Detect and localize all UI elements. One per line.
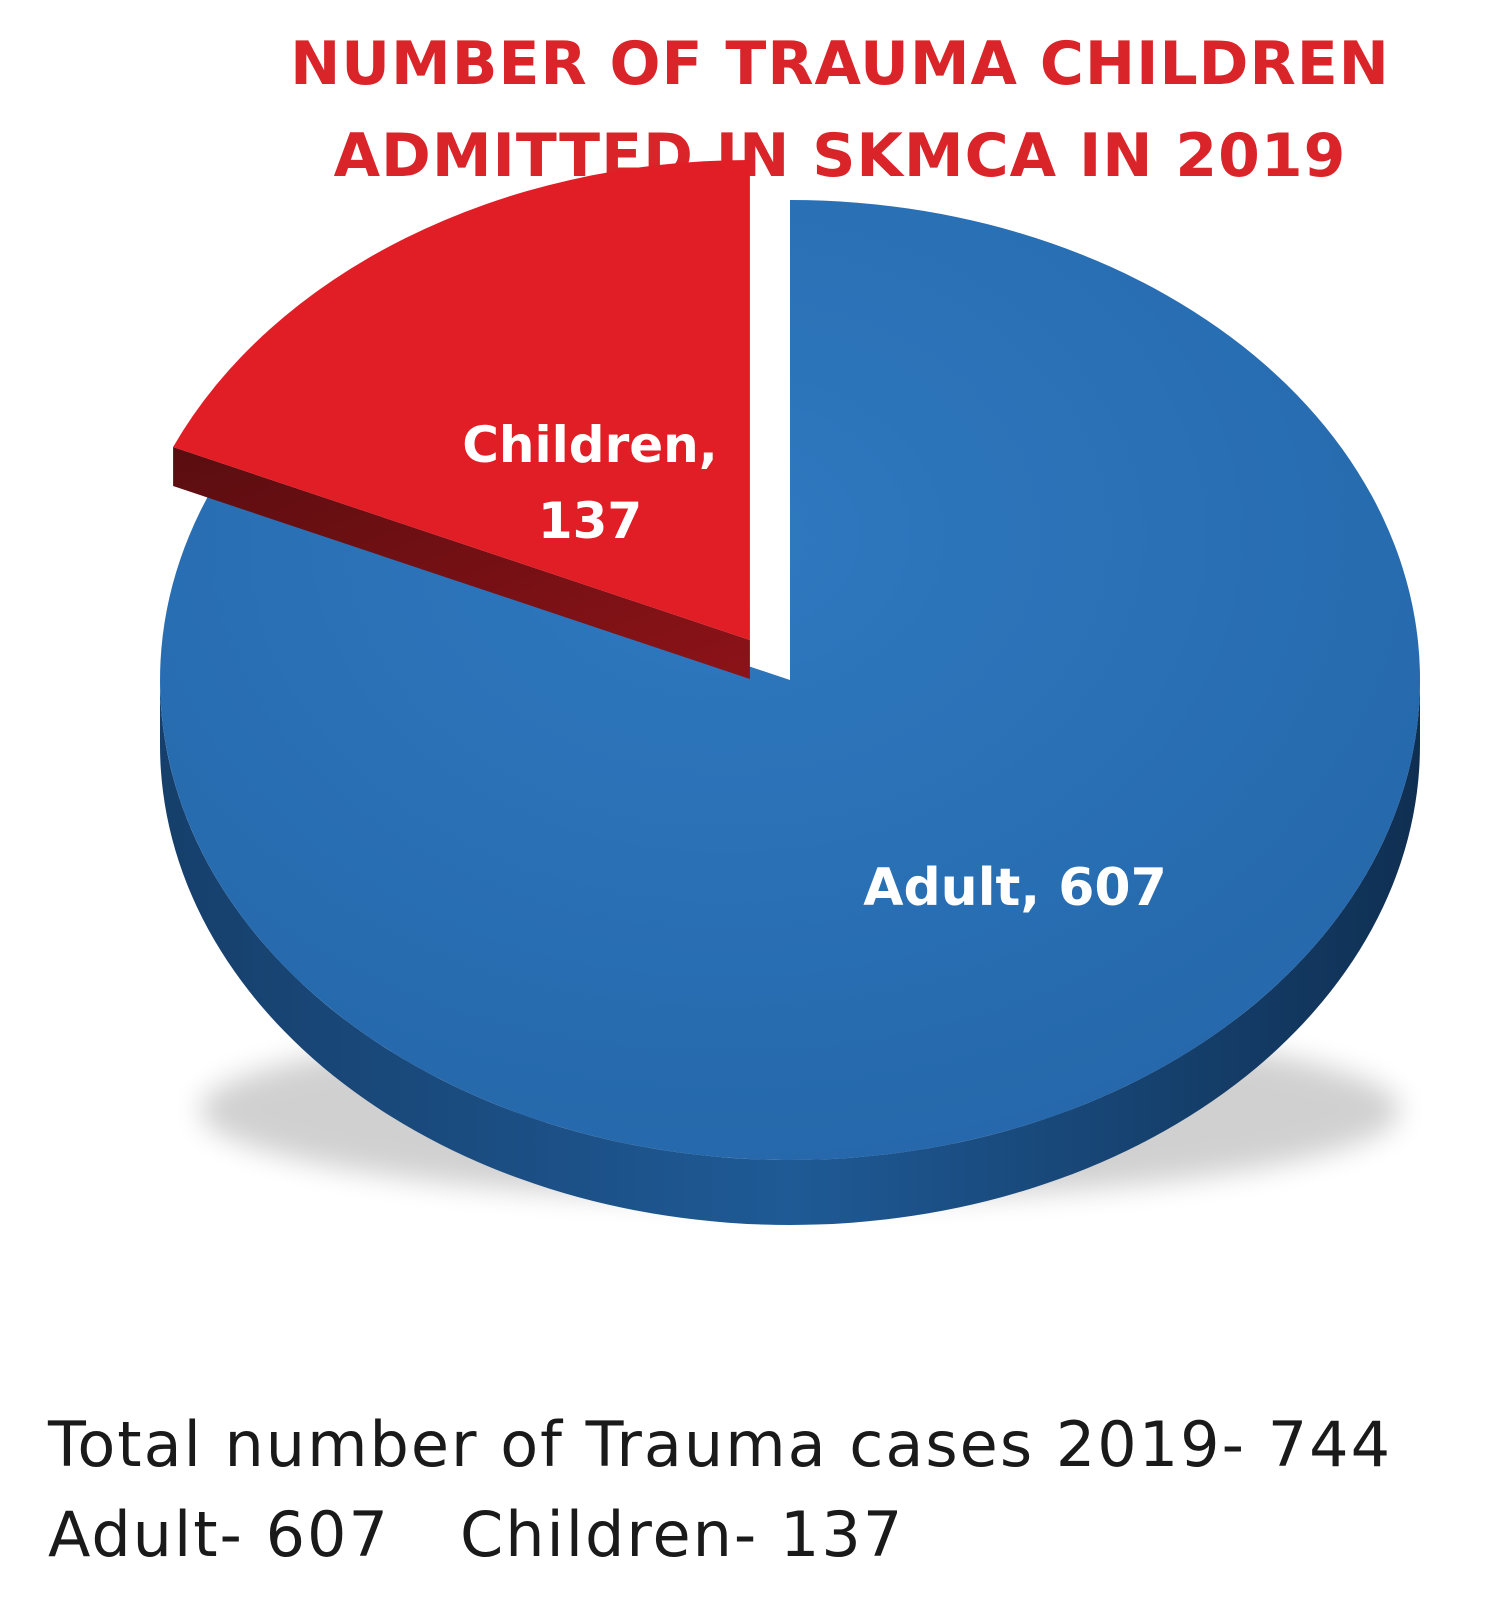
summary: Total number of Trauma cases 2019- 744 A… <box>48 1400 1392 1580</box>
children-data-label-line-1: Children, <box>462 416 718 474</box>
children-slice <box>173 160 750 640</box>
children-data-label-line-2: 137 <box>538 492 642 550</box>
chart-title-line-1: NUMBER OF TRAUMA CHILDREN <box>290 29 1390 99</box>
adult-data-label: Adult, 607 <box>863 858 1167 918</box>
adult-slice <box>160 200 1421 1161</box>
chart-title-line-2: ADMITTED IN SKMCA IN 2019 <box>333 121 1347 191</box>
children-slice-side <box>173 447 750 679</box>
summary-total: Total number of Trauma cases 2019- 744 <box>48 1408 1393 1481</box>
pie-chart: Children, 137 Adult, 607 <box>160 160 1421 1225</box>
summary-adult: Adult- 607 <box>48 1498 390 1571</box>
summary-children: Children- 137 <box>459 1498 905 1571</box>
summary-breakdown: Adult- 607 Children- 137 <box>48 1490 1392 1580</box>
chart-title: NUMBER OF TRAUMA CHILDREN ADMITTED IN SK… <box>250 18 1430 202</box>
